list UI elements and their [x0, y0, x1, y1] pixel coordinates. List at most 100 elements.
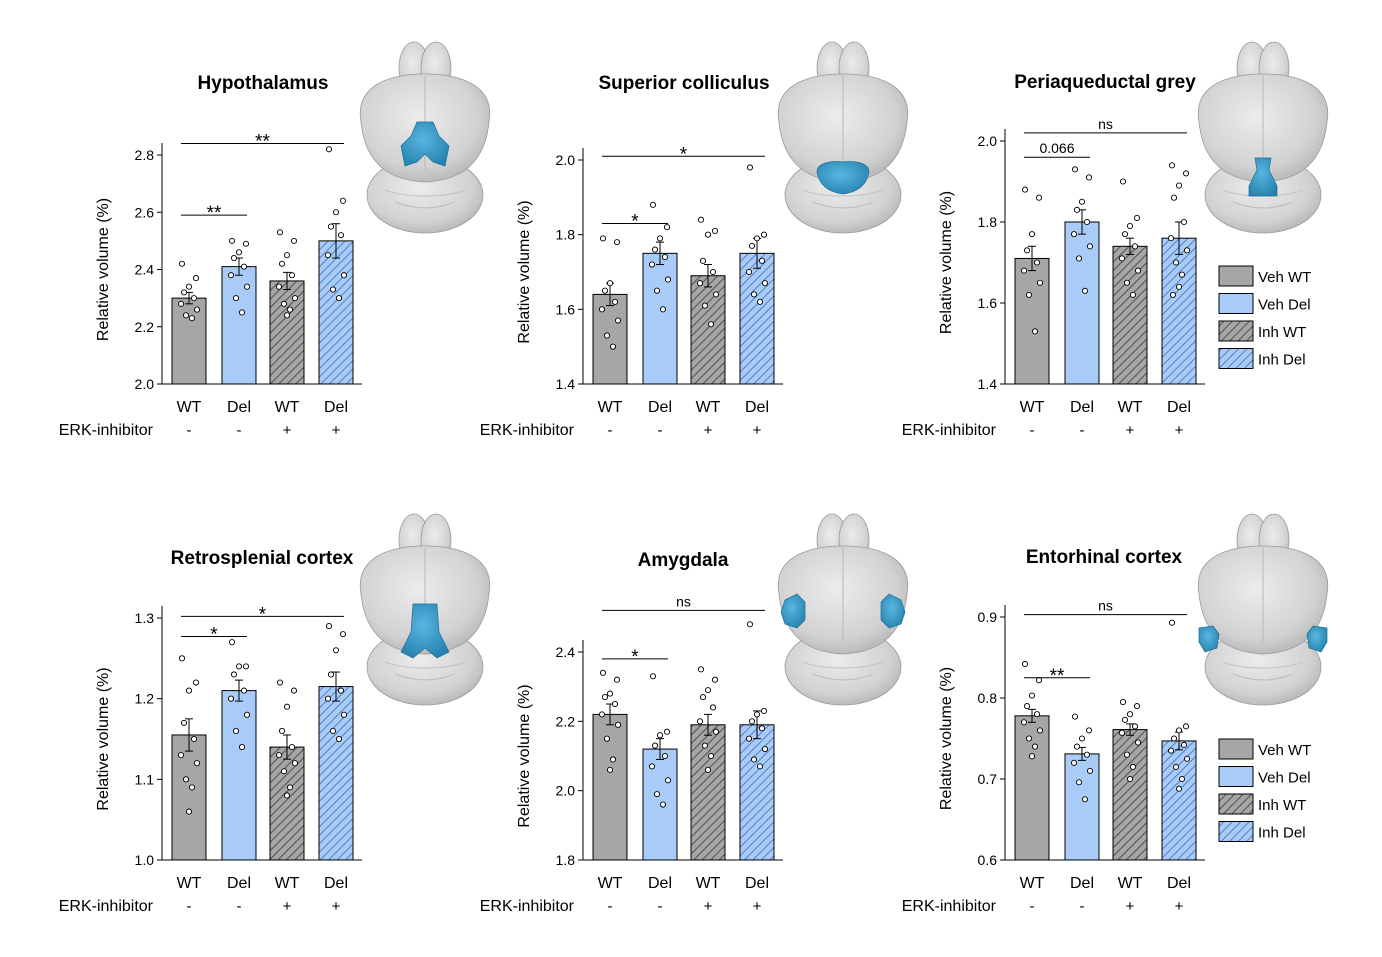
inhibitor-label: ERK-inhibitor: [902, 898, 997, 915]
legend-label: Veh Del: [1258, 297, 1311, 314]
data-point: [611, 700, 619, 708]
data-point: [653, 287, 661, 294]
data-point: [230, 671, 238, 678]
data-point: [1175, 283, 1183, 290]
cerebellum-fold: [384, 189, 466, 197]
x-tick-label: WT: [696, 399, 721, 416]
data-point: [1119, 178, 1127, 185]
data-point: [1028, 753, 1036, 760]
chart-title: Entorhinal cortex: [1026, 547, 1183, 568]
data-point: [1134, 267, 1142, 274]
inhibitor-sign: -: [187, 422, 192, 439]
data-point: [661, 752, 669, 760]
legend-swatch: [1218, 320, 1254, 342]
data-point: [290, 237, 298, 244]
data-point: [291, 760, 299, 767]
cerebellum-fold: [1222, 661, 1304, 669]
data-point: [1168, 162, 1176, 169]
data-point: [185, 808, 193, 815]
data-point: [230, 254, 238, 262]
significance-label: *: [259, 604, 267, 625]
data-point: [283, 792, 291, 799]
data-point: [659, 306, 667, 313]
data-point: [1172, 259, 1180, 266]
data-point: [278, 260, 286, 267]
data-point: [1168, 619, 1176, 626]
y-axis-label: Relative volume (%): [95, 667, 112, 810]
y-axis-label: Relative volume (%): [95, 198, 112, 341]
data-point: [606, 690, 614, 697]
data-point: [286, 784, 294, 791]
data-point: [1175, 182, 1183, 189]
inhibitor-sign: +: [753, 898, 762, 915]
x-tick-label: Del: [1167, 875, 1191, 892]
y-tick-label: 0.9: [978, 609, 998, 625]
data-point: [283, 312, 291, 319]
brain-icon: [1197, 41, 1329, 234]
inhibitor-label: ERK-inhibitor: [902, 422, 997, 439]
data-point: [177, 300, 185, 307]
inhibitor-sign: +: [1175, 898, 1184, 915]
data-point: [283, 252, 291, 259]
inhibitor-label: ERK-inhibitor: [59, 422, 154, 439]
chart-panel-entorhinal-cortex: Entorhinal cortex 0.6 0.7 0.8 0.9 Relative vo…: [902, 513, 1329, 915]
inhibitor-sign: +: [332, 422, 341, 439]
legend-swatch: [1218, 348, 1254, 369]
x-tick-label: Del: [745, 875, 769, 892]
bar-4: [318, 686, 354, 861]
brain-icon: [359, 513, 491, 706]
data-point: [745, 268, 753, 276]
data-point: [1167, 235, 1175, 242]
x-tick-label: WT: [598, 399, 623, 416]
data-point: [180, 289, 188, 296]
data-point: [188, 315, 196, 322]
data-point: [656, 732, 664, 739]
region-highlight: [1198, 625, 1220, 653]
data-point: [1167, 747, 1175, 754]
data-point: [753, 235, 761, 242]
x-tick-label: Del: [1070, 399, 1094, 416]
data-point: [337, 687, 345, 694]
y-tick-label: 0.6: [978, 852, 998, 868]
legend-swatch: [1218, 265, 1254, 287]
data-point: [709, 704, 717, 711]
data-point: [327, 671, 335, 678]
data-point: [661, 254, 669, 261]
brain-icon: [777, 513, 909, 706]
data-point: [653, 791, 661, 798]
data-point: [1129, 763, 1137, 770]
data-point: [601, 694, 609, 701]
data-point: [606, 766, 614, 773]
x-tick-label: WT: [275, 875, 300, 892]
data-point: [240, 263, 248, 270]
bar-2: [221, 690, 257, 861]
legend-label: Veh WT: [1258, 742, 1311, 759]
bar-2: [642, 252, 678, 385]
data-point: [290, 687, 298, 694]
data-point: [1073, 743, 1081, 750]
x-tick-label: WT: [1020, 399, 1045, 416]
data-point: [1118, 255, 1126, 262]
data-point: [243, 711, 251, 718]
legend-label: Inh Del: [1258, 825, 1306, 842]
chart-title: Periaqueductal grey: [1014, 72, 1196, 93]
data-point: [1182, 170, 1190, 177]
y-axis-label: Relative volume (%): [516, 200, 533, 343]
cerebellum-fold: [802, 661, 884, 669]
bar-4: [1161, 237, 1197, 385]
data-point: [1031, 743, 1039, 750]
data-point: [188, 784, 196, 791]
data-point: [699, 694, 707, 701]
data-point: [178, 260, 186, 267]
data-point: [1133, 214, 1141, 221]
data-point: [1025, 735, 1033, 742]
data-point: [704, 766, 712, 773]
bar-1: [1014, 715, 1050, 861]
data-point: [1028, 692, 1036, 699]
data-point: [663, 728, 671, 735]
chart-panel-superior-colliculus: Superior colliculus 1.4 1.6 1.8 2.0 Relative …: [480, 41, 909, 439]
data-point: [711, 227, 719, 234]
data-point: [340, 272, 348, 279]
data-point: [327, 223, 335, 230]
significance-label: **: [1050, 666, 1065, 687]
